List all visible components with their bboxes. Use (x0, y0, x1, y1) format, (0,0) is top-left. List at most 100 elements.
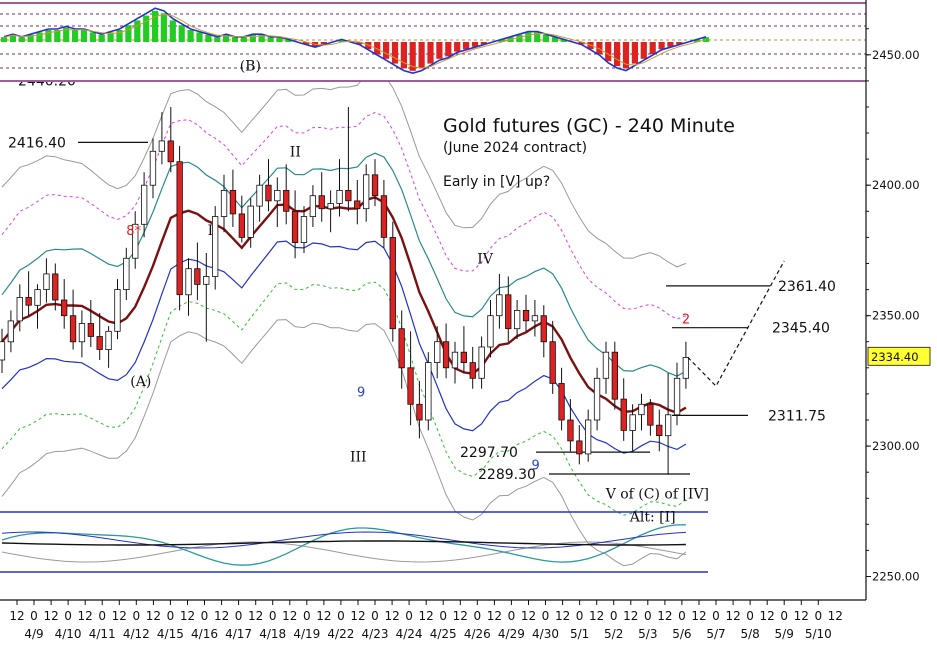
candle-body (274, 189, 281, 202)
x-subtick-label: 0 (132, 609, 140, 623)
histogram-bar (694, 39, 701, 42)
histogram-bar (98, 34, 105, 42)
x-subtick-label: 12 (316, 609, 331, 623)
candle-body (43, 273, 50, 290)
x-date-label: 4/19 (293, 627, 320, 641)
y-tick-label: 2400.00 (872, 178, 920, 192)
x-subtick-label: 0 (508, 609, 516, 623)
candle-body (354, 200, 361, 210)
wave-label: I (208, 223, 214, 239)
candle-body (362, 174, 370, 210)
x-subtick-label: 12 (487, 609, 502, 623)
candle-body (602, 351, 610, 379)
wave-label: (B) (240, 58, 261, 74)
candle-body (656, 424, 663, 437)
y-tick-label: 2250.00 (872, 570, 920, 584)
candle-body (140, 184, 148, 225)
x-date-label: 4/30 (532, 627, 559, 641)
candle-body (0, 341, 6, 361)
histogram-bar (303, 42, 310, 45)
y-tick-label: 2300.00 (872, 439, 920, 453)
x-date-label: 5/7 (706, 627, 725, 641)
histogram-bar (205, 34, 212, 42)
indicator-bands (1, 70, 687, 567)
x-subtick-label: 0 (576, 609, 584, 623)
candle-body (220, 189, 228, 217)
candle-body (576, 440, 583, 455)
candle-body (665, 414, 672, 437)
histogram-bar (383, 42, 390, 59)
histogram-bar (276, 37, 283, 42)
histogram-bar (409, 42, 416, 71)
histogram-bar (45, 30, 52, 42)
x-subtick-label: 0 (337, 609, 345, 623)
x-subtick-label: 12 (725, 609, 740, 623)
x-date-label: 4/23 (362, 627, 389, 641)
histogram-bar (9, 34, 16, 42)
wave-label: IV (477, 252, 494, 268)
histogram-bar (374, 42, 381, 54)
candle-body (87, 323, 94, 337)
x-subtick-label: 12 (78, 609, 93, 623)
candle-body (514, 309, 521, 330)
candle-body (185, 268, 192, 296)
histogram-bar (320, 42, 327, 45)
x-subtick-label: 12 (828, 609, 843, 623)
histogram-bar (516, 34, 523, 42)
candle-body (496, 294, 503, 317)
candle-body (505, 294, 512, 330)
candle-body (549, 341, 556, 384)
histogram-bar (614, 42, 621, 66)
level-label: 2361.40 (778, 279, 836, 295)
candle-body (593, 377, 601, 421)
histogram-bar (534, 32, 541, 42)
x-subtick-label: 0 (30, 609, 38, 623)
histogram-bar (640, 42, 647, 59)
x-subtick-label: 12 (521, 609, 536, 623)
candle-body (300, 216, 308, 244)
x-subtick-label: 12 (589, 609, 604, 623)
x-subtick-label: 12 (9, 609, 24, 623)
candle-body (371, 174, 379, 197)
histogram-bar (676, 42, 683, 45)
histogram-bar (480, 42, 487, 45)
x-subtick-label: 0 (712, 609, 720, 623)
histogram-bar (107, 32, 114, 42)
histogram-bar (596, 42, 603, 54)
candle-body (149, 150, 157, 186)
x-subtick-label: 0 (235, 609, 243, 623)
level-label: 2416.40 (8, 135, 66, 151)
x-date-label: 4/16 (191, 627, 218, 641)
histogram-bar (80, 30, 88, 42)
bottom-blue-line (1, 531, 686, 549)
histogram-bar (178, 25, 185, 42)
x-subtick-label: 0 (814, 609, 822, 623)
x-subtick-label: 0 (167, 609, 175, 623)
wave-label: II (290, 145, 301, 161)
histogram-bar (498, 39, 505, 42)
candle-body (425, 362, 432, 421)
future-projection (687, 260, 785, 388)
band-upper-dashed (1, 111, 687, 320)
x-subtick-label: 0 (746, 609, 754, 623)
candle-body (327, 203, 334, 210)
histogram-bar (36, 32, 43, 42)
x-date-label: 4/22 (327, 627, 354, 641)
histogram-bar (63, 27, 70, 42)
x-date-label: 4/17 (225, 627, 252, 641)
candle-body (442, 341, 450, 369)
histogram-bar (427, 42, 434, 64)
bottom-oscillator-panel (0, 511, 708, 573)
x-date-label: 5/10 (805, 627, 832, 641)
band-lower (1, 240, 687, 454)
band-upper (1, 152, 687, 377)
x-date-label: 5/6 (672, 627, 691, 641)
candle-body (203, 276, 210, 285)
top-oscillator-panel (0, 0, 866, 82)
histogram-bar (160, 13, 167, 42)
candle-body (647, 403, 654, 426)
histogram-bar (454, 42, 461, 52)
candle-body (620, 398, 627, 431)
x-subtick-label: 0 (610, 609, 618, 623)
